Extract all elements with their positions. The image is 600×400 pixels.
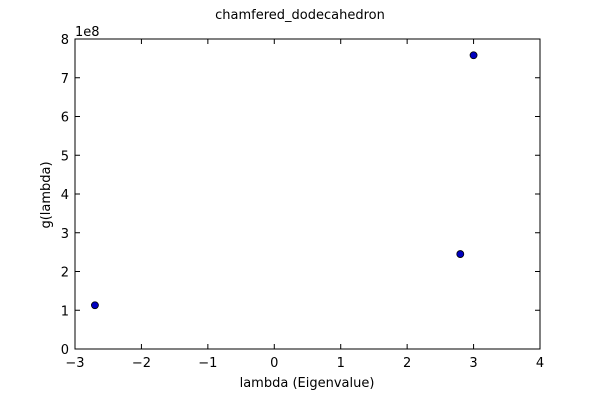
x-tick-label: −3 xyxy=(65,356,84,371)
plot-frame xyxy=(74,38,541,350)
y-tick-label: 6 xyxy=(61,111,69,126)
x-tick-label: 3 xyxy=(469,356,477,371)
x-tick-label: −2 xyxy=(132,356,151,371)
x-axis-label: lambda (Eigenvalue) xyxy=(240,376,375,391)
x-tick-label: −1 xyxy=(198,356,217,371)
y-tick-label: 3 xyxy=(61,227,69,242)
x-tick-label: 1 xyxy=(337,356,345,371)
y-tick-label: 8 xyxy=(61,33,69,48)
y-tick-label: 0 xyxy=(61,343,69,358)
data-point xyxy=(91,301,99,310)
data-points xyxy=(91,51,478,310)
y-tick-label: 4 xyxy=(61,188,69,203)
data-point xyxy=(469,51,478,60)
y-tick-label: 7 xyxy=(61,72,69,87)
y-tick-label: 2 xyxy=(61,266,69,281)
y-offset-label: 1e8 xyxy=(75,25,100,40)
axis-ticks: −3 −2 −1 0 1 2 3 4 0 1 2 3 4 5 6 7 8 xyxy=(61,33,544,371)
x-tick-label: 0 xyxy=(270,356,278,371)
y-tick-label: 1 xyxy=(61,304,69,319)
chart-title: chamfered_dodecahedron xyxy=(215,8,385,23)
x-tick-label: 4 xyxy=(536,356,544,371)
y-tick-label: 5 xyxy=(61,149,69,164)
x-tick-label: 2 xyxy=(403,356,411,371)
y-axis-label: g(lambda) xyxy=(39,161,54,228)
data-point xyxy=(456,250,465,258)
